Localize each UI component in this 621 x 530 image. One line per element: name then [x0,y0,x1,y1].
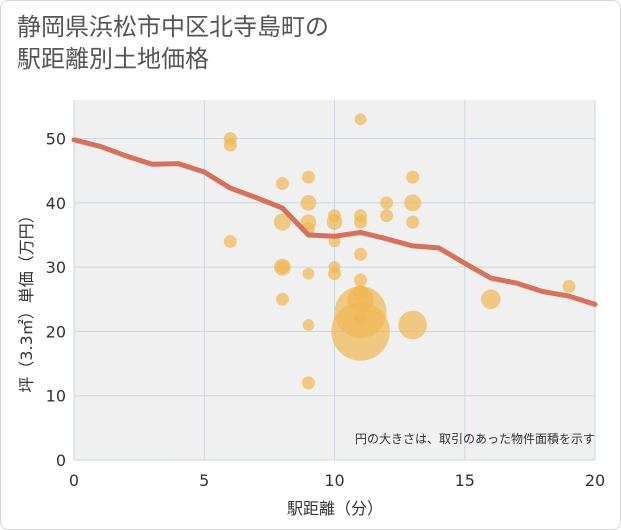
data-point [301,376,315,390]
x-axis-label: 駅距離（分） [287,499,383,518]
data-point [302,319,315,331]
data-point [275,292,289,306]
y-tick-label: 30 [46,258,66,277]
data-point [300,195,317,211]
data-point [354,273,368,287]
data-point [562,279,576,293]
data-point [326,214,343,230]
data-point [223,138,237,152]
data-point [380,209,394,223]
y-tick-label: 20 [46,322,66,341]
data-point [380,196,394,210]
trend-line-layer [71,137,598,307]
data-point [354,215,368,229]
data-point [302,267,315,280]
data-point [301,170,315,184]
x-tick-label: 10 [324,471,344,490]
data-point [354,247,368,261]
data-point [404,194,422,212]
data-point [406,215,420,229]
data-point [406,170,420,184]
data-point [273,213,291,231]
y-axis-label: 坪（3.3㎡）単価（万円） [17,207,36,392]
chart-title-line1: 静岡県浜松市中区北寺島町の [17,13,329,41]
y-tick-label: 0 [56,451,66,470]
x-tick-label: 20 [585,471,605,490]
chart-title: 静岡県浜松市中区北寺島町の 駅距離別土地価格 [17,11,329,75]
y-tick-label: 10 [46,387,66,406]
data-point [354,113,367,126]
data-point [328,267,341,281]
trend-line [71,137,598,307]
data-point [331,302,390,361]
bubble-layer [223,113,576,390]
y-tick-labels: 0 10 20 30 40 50 [46,130,66,470]
y-tick-label: 50 [46,130,66,149]
x-tick-label: 5 [199,471,209,490]
y-tick-label: 40 [46,194,66,213]
x-tick-labels: 0 5 10 15 20 [69,471,605,490]
chart-title-line2: 駅距離別土地価格 [17,45,209,73]
x-tick-label: 15 [455,471,475,490]
data-point [275,177,289,191]
data-point [481,289,501,310]
data-point [223,234,237,248]
data-point [275,260,289,274]
bubble-size-note: 円の大きさは、取引のあった物件面積を示す [355,431,595,446]
x-tick-label: 0 [69,471,79,490]
data-point [398,310,427,340]
